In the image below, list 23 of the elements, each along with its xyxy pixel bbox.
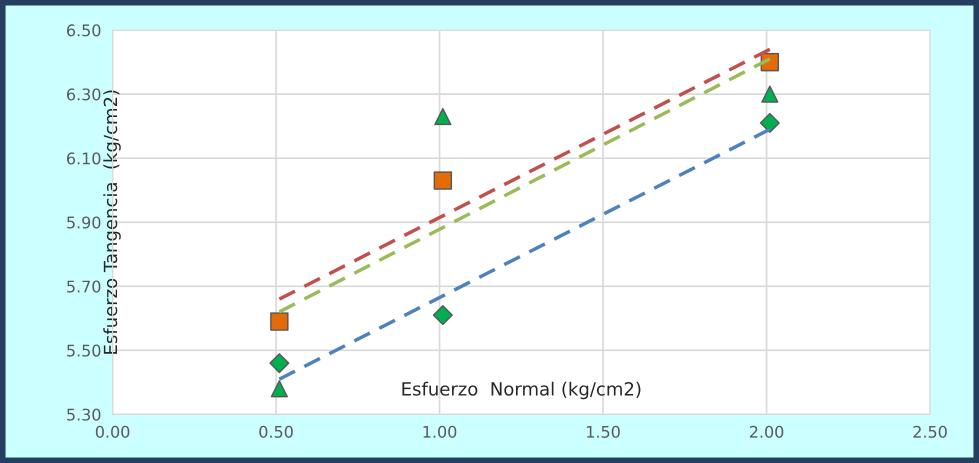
point	[760, 112, 780, 133]
x-tick-label: 0.00	[96, 426, 130, 438]
x-tick-label: 0.50	[259, 426, 293, 438]
point	[269, 353, 290, 374]
point	[761, 86, 778, 103]
y-tick-label: 5.50	[67, 344, 100, 357]
point	[434, 108, 452, 126]
point	[434, 171, 452, 190]
y-tick-label: 5.90	[67, 216, 100, 229]
x-tick-label: 1.00	[424, 426, 456, 438]
y-tick-label: 6.50	[67, 24, 100, 36]
point	[270, 380, 288, 398]
point	[270, 312, 289, 331]
y-tick-label: 6.30	[67, 88, 100, 100]
x-axis-title: Esfuerzo Normal (kg/cm2)	[402, 382, 640, 400]
x-tick-label: 2.00	[750, 426, 784, 438]
x-tick-label: 1.50	[587, 426, 620, 438]
y-tick-label: 6.10	[67, 152, 100, 164]
y-tick-label: 5.70	[67, 280, 100, 293]
y-tick-label: 5.30	[67, 408, 100, 421]
y-axis-title: Esfuerzo Tangencia (kg/cm2)	[103, 90, 121, 354]
point	[432, 305, 453, 326]
x-tick-label: 2.50	[913, 426, 947, 438]
